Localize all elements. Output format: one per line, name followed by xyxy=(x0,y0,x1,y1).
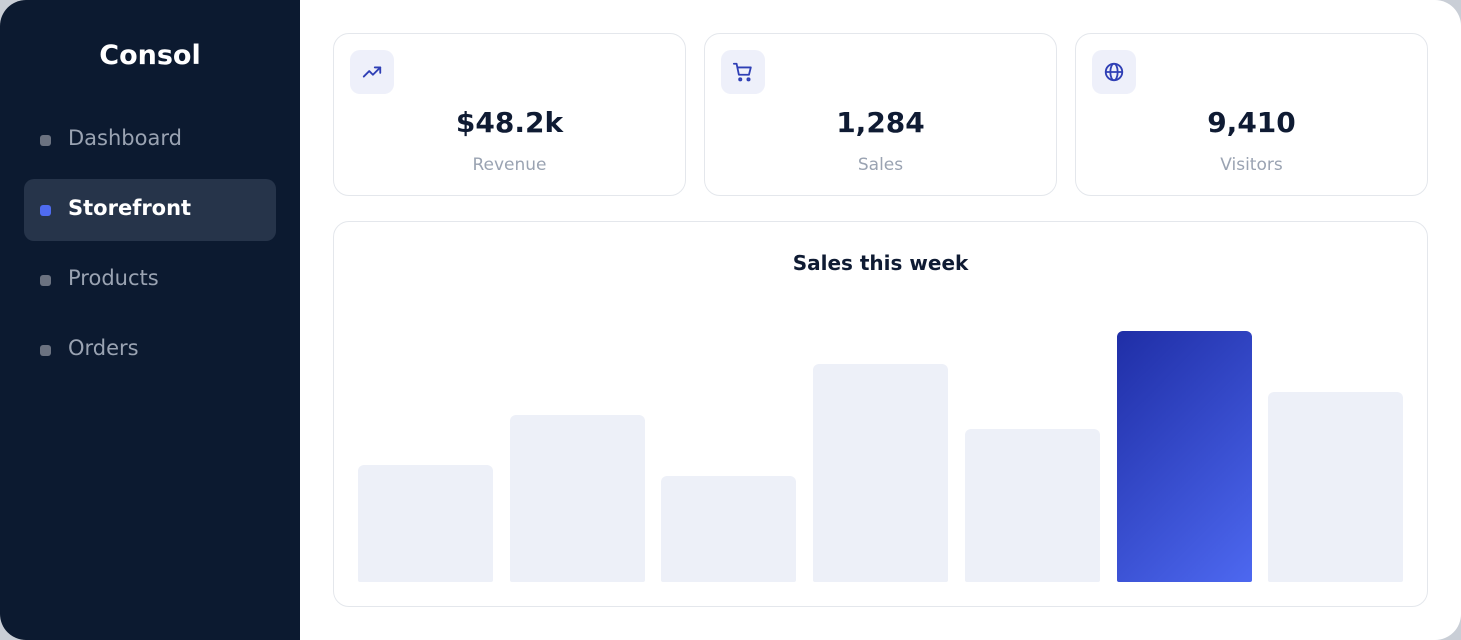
nav-item[interactable]: Products xyxy=(24,249,276,311)
bar xyxy=(1268,392,1404,582)
icon xyxy=(1092,50,1136,94)
stat-card: 1,284 Sales xyxy=(704,33,1057,196)
bar xyxy=(661,476,797,582)
stat-label: Sales xyxy=(857,155,904,175)
brand: Consol xyxy=(99,40,201,71)
sidebar: Consol Dashboard Storefront Products Orders xyxy=(0,0,300,640)
stat-label: Revenue xyxy=(472,155,547,175)
stat-label: Visitors xyxy=(1220,155,1283,175)
nav-label: Dashboard xyxy=(68,126,182,150)
nav-item[interactable]: Dashboard xyxy=(24,109,276,171)
stat-value: 9,410 xyxy=(1207,106,1296,139)
bar xyxy=(964,429,1100,582)
chart-card: Sales this week xyxy=(333,221,1428,607)
bar xyxy=(813,364,949,582)
nav-label: Orders xyxy=(68,336,139,360)
bar xyxy=(1116,331,1252,582)
bar xyxy=(358,465,493,582)
icon xyxy=(721,50,765,94)
nav-label: Storefront xyxy=(68,196,192,220)
nav-dot xyxy=(40,275,51,286)
nav-label: Products xyxy=(68,266,159,290)
stat-value: $48.2k xyxy=(455,106,564,139)
icon xyxy=(350,50,394,94)
nav-item[interactable]: Orders xyxy=(24,319,276,381)
stat-card: 9,410 Visitors xyxy=(1075,33,1428,196)
nav-item[interactable]: Storefront xyxy=(24,179,276,241)
stat-card: $48.2k Revenue xyxy=(333,33,686,196)
nav-dot xyxy=(40,205,51,216)
bar xyxy=(509,415,645,582)
stat-value: 1,284 xyxy=(836,106,925,139)
nav-dot xyxy=(40,345,51,356)
chart-title: Sales this week xyxy=(792,251,969,275)
nav-dot xyxy=(40,135,51,146)
